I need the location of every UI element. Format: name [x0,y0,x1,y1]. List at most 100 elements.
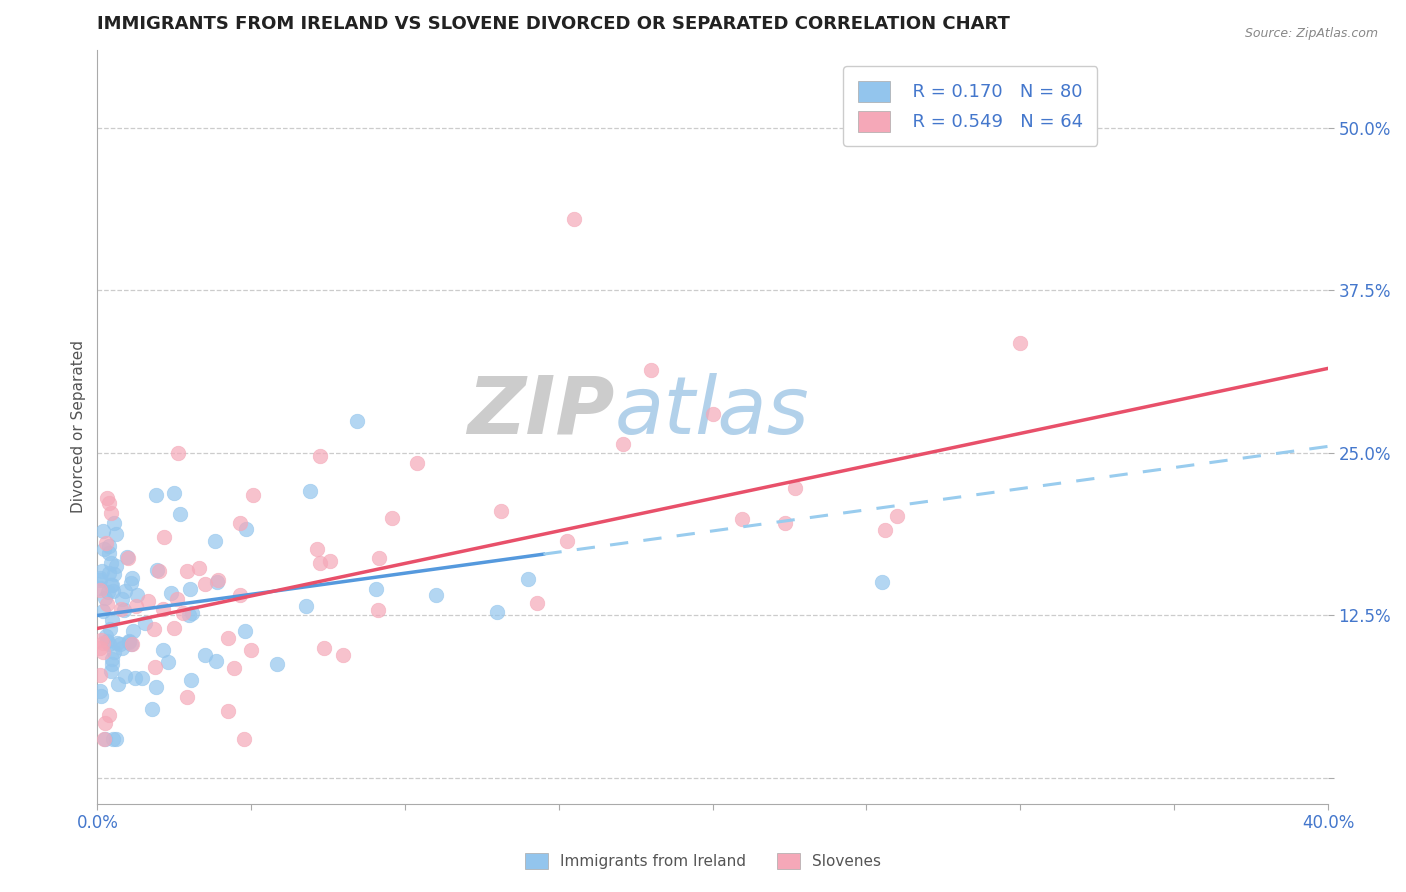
Point [97,584,120,599]
Point [176,690,198,704]
Point [115,550,138,565]
Point [89,582,111,596]
Point [873,523,896,537]
Point [117,550,139,565]
Point [101,578,124,592]
Point [169,508,191,522]
Point [100,556,122,570]
Point [127,588,149,602]
Point [172,606,194,620]
Point [612,436,634,450]
Point [136,594,159,608]
Point [97,539,120,553]
Point [111,592,134,607]
Point [486,605,509,619]
Point [124,671,146,685]
Point [112,603,135,617]
Point [332,648,354,663]
Point [517,573,540,587]
Y-axis label: Divorced or Separated: Divorced or Separated [72,341,86,514]
Point [114,583,136,598]
Point [266,657,288,671]
Point [204,534,226,549]
Point [94,591,117,606]
Point [731,511,754,525]
Point [105,731,128,746]
Point [121,571,143,585]
Point [309,449,332,463]
Point [121,637,143,651]
Point [91,645,114,659]
Point [773,516,796,531]
Point [89,684,111,698]
Point [228,516,250,530]
Point [111,640,134,655]
Point [93,542,115,557]
Point [145,681,167,695]
Point [194,576,217,591]
Point [105,635,128,649]
Point [235,522,257,536]
Point [89,582,111,597]
Point [141,702,163,716]
Point [381,511,404,525]
Point [93,731,115,746]
Point [886,508,908,523]
Point [163,621,186,635]
Point [702,407,724,421]
Legend: Immigrants from Ireland, Slovenes: Immigrants from Ireland, Slovenes [519,847,887,875]
Point [526,596,548,610]
Point [94,731,117,746]
Point [194,648,217,663]
Point [205,574,228,589]
Point [91,564,114,578]
Point [104,559,127,574]
Point [91,524,114,538]
Point [100,578,122,592]
Point [103,645,125,659]
Point [89,640,111,655]
Point [870,574,893,589]
Point [180,606,202,620]
Point [640,363,662,377]
Point [93,636,115,650]
Point [148,564,170,578]
Point [101,731,124,746]
Point [89,573,111,587]
Point [229,588,252,602]
Point [93,716,115,731]
Point [205,654,228,668]
Text: IMMIGRANTS FROM IRELAND VS SLOVENE DIVORCED OR SEPARATED CORRELATION CHART: IMMIGRANTS FROM IRELAND VS SLOVENE DIVOR… [97,15,1011,33]
Point [103,584,125,599]
Point [346,414,368,428]
Point [125,599,148,613]
Point [100,664,122,678]
Text: atlas: atlas [614,373,808,450]
Point [97,496,120,510]
Point [562,211,585,226]
Point [179,608,201,623]
Point [152,642,174,657]
Point [131,671,153,685]
Point [152,602,174,616]
Point [94,629,117,643]
Point [405,456,427,470]
Point [233,624,256,638]
Point [100,506,122,520]
Point [134,615,156,630]
Point [96,536,118,550]
Point [367,603,389,617]
Point [98,546,121,560]
Point [176,564,198,578]
Point [489,504,512,518]
Point [367,551,389,566]
Point [179,582,201,596]
Point [145,660,167,674]
Point [217,631,239,645]
Point [305,542,328,557]
Point [104,526,127,541]
Point [122,624,145,638]
Point [162,486,184,500]
Point [108,637,131,651]
Point [103,516,125,531]
